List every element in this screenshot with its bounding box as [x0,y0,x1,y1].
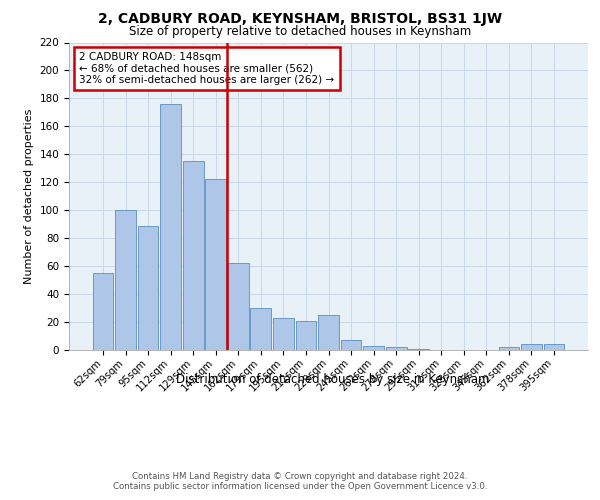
Text: Size of property relative to detached houses in Keynsham: Size of property relative to detached ho… [129,25,471,38]
Bar [115,210,136,350]
Bar [409,348,429,350]
Bar [296,320,316,350]
Bar [386,347,407,350]
Bar [205,180,226,350]
Bar [521,344,542,350]
Bar [228,264,248,350]
Bar [499,347,520,350]
Bar [137,226,158,350]
Bar [273,318,294,350]
Text: 2 CADBURY ROAD: 148sqm
← 68% of detached houses are smaller (562)
32% of semi-de: 2 CADBURY ROAD: 148sqm ← 68% of detached… [79,52,335,85]
Text: Distribution of detached houses by size in Keynsham: Distribution of detached houses by size … [176,372,490,386]
Bar [92,273,113,350]
Bar [544,344,565,350]
Bar [318,315,339,350]
Bar [363,346,384,350]
Text: 2, CADBURY ROAD, KEYNSHAM, BRISTOL, BS31 1JW: 2, CADBURY ROAD, KEYNSHAM, BRISTOL, BS31… [98,12,502,26]
Bar [183,162,203,350]
Y-axis label: Number of detached properties: Number of detached properties [24,108,34,284]
Bar [160,104,181,350]
Bar [341,340,361,350]
Bar [250,308,271,350]
Text: Contains HM Land Registry data © Crown copyright and database right 2024.
Contai: Contains HM Land Registry data © Crown c… [113,472,487,491]
